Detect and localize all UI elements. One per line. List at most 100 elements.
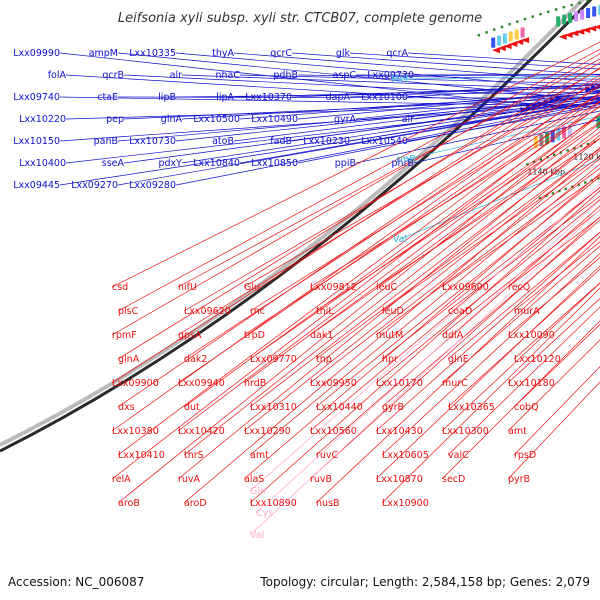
gene-label: aspC	[333, 70, 357, 81]
gc-dot	[477, 34, 481, 37]
gene-label: lipB	[158, 92, 176, 103]
label-leader	[249, 183, 600, 492]
gene-label: Lxx09280	[129, 180, 176, 191]
gc-dot	[562, 6, 566, 9]
gene-label: amt	[508, 426, 527, 437]
label-leader	[513, 241, 600, 312]
gene-label: pdhB	[273, 70, 298, 81]
gene-label: alr	[402, 114, 414, 125]
label-leader	[175, 52, 600, 91]
gene-label: Lxx10300	[442, 426, 489, 437]
gene-label: leuC	[376, 282, 398, 293]
label-leader	[243, 147, 600, 432]
gene-label: Lxx09620	[184, 306, 231, 317]
label-leader	[249, 163, 600, 456]
gene-label: phrB	[392, 158, 414, 169]
gene-label: pyrB	[508, 474, 530, 485]
gene-label: ampM	[89, 48, 118, 59]
label-leader	[239, 100, 600, 164]
cog-block	[598, 5, 600, 15]
gene-label: hpr	[382, 354, 398, 365]
label-leader	[375, 167, 600, 336]
label-leader	[349, 52, 600, 70]
label-leader	[291, 52, 600, 76]
gene-label: Lxx10430	[376, 426, 423, 437]
gene-label: Lxx10900	[382, 498, 429, 509]
gc-dot	[564, 187, 567, 191]
label-leader	[309, 216, 600, 480]
label-leader	[111, 83, 600, 432]
gene-label: Lxx10120	[514, 354, 561, 365]
gene-label: pdxY	[159, 158, 183, 169]
gc-dot	[570, 3, 573, 7]
label-leader	[405, 115, 600, 160]
label-leader	[117, 100, 600, 186]
reverse-gene	[515, 39, 524, 45]
gene-label: dak1	[310, 330, 333, 341]
reverse-gene	[564, 32, 573, 38]
gc-dot	[531, 15, 534, 18]
label-leader	[447, 231, 600, 360]
gene-label: tnp	[316, 354, 332, 365]
gene-label: Lxx09770	[250, 354, 297, 365]
gene-label: Lxx10870	[376, 474, 423, 485]
label-leader	[315, 236, 600, 504]
cog-block	[514, 29, 519, 40]
label-leader	[309, 186, 600, 432]
gene-label: Lxx10230	[303, 136, 350, 147]
gc-dot	[516, 20, 519, 23]
label-leader	[375, 231, 600, 432]
gene-label: ppiB	[335, 158, 356, 169]
gc-dot	[539, 158, 542, 161]
gc-dot	[539, 13, 542, 16]
gene-label: glk	[336, 48, 351, 59]
reverse-gene	[503, 43, 512, 50]
gc-dot	[523, 17, 527, 21]
gc-dot	[526, 163, 529, 166]
gene-label: Lxx09600	[442, 282, 489, 293]
cog-block	[580, 9, 585, 20]
gene-label: mutM	[376, 330, 403, 341]
gene-label: dapA	[326, 92, 351, 103]
cog-block	[596, 116, 600, 129]
gene-label: folA	[48, 70, 67, 81]
gene-label: rpmF	[112, 330, 137, 341]
gene-label: lipA	[216, 92, 234, 103]
label-leader	[309, 131, 600, 336]
cog-block	[545, 132, 550, 145]
cog-block	[497, 35, 502, 46]
gene-label: rmB	[396, 154, 416, 165]
label-leader	[381, 287, 600, 504]
label-leader	[355, 110, 600, 164]
label-leader	[513, 324, 600, 408]
map-title: Leifsonia xyli subsp. xyli str. CTCB07, …	[118, 11, 482, 26]
gene-label: nhaC	[216, 70, 241, 81]
label-leader	[381, 155, 600, 312]
label-leader	[177, 134, 600, 480]
backbone-shadow	[0, 0, 586, 447]
gene-label: dut	[184, 402, 200, 413]
label-leader	[233, 52, 600, 83]
gc-dot	[597, 177, 600, 180]
gene-label: panB	[94, 136, 118, 147]
gene-label: Lxx10540	[361, 136, 408, 147]
gene-label: atoB	[212, 136, 234, 147]
label-leader	[513, 366, 600, 456]
cog-block	[520, 27, 525, 38]
gene-label: pep	[106, 114, 124, 125]
gene-label: glnE	[448, 354, 469, 365]
label-leader	[111, 53, 600, 336]
label-leader	[507, 216, 600, 288]
gene-label: Met	[391, 74, 409, 85]
label-leader	[255, 200, 600, 514]
gene-label: rnc	[250, 306, 265, 317]
label-leader	[249, 209, 600, 536]
gene-label: Lxx10370	[245, 92, 292, 103]
gene-label: alaS	[244, 474, 264, 485]
reverse-gene	[509, 41, 518, 47]
gene-label: Lxx10840	[193, 158, 240, 169]
tick-label: 1140 kbp	[527, 168, 565, 177]
gene-label: fadB	[270, 136, 292, 147]
cog-block	[533, 136, 538, 149]
